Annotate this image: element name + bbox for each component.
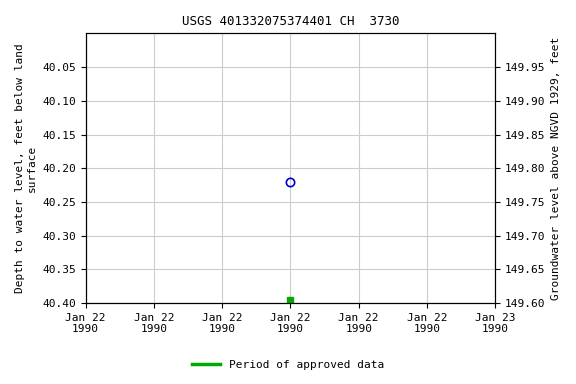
Title: USGS 401332075374401 CH  3730: USGS 401332075374401 CH 3730 bbox=[181, 15, 399, 28]
Y-axis label: Depth to water level, feet below land
surface: Depth to water level, feet below land su… bbox=[15, 43, 37, 293]
Legend: Period of approved data: Period of approved data bbox=[188, 356, 388, 375]
Y-axis label: Groundwater level above NGVD 1929, feet: Groundwater level above NGVD 1929, feet bbox=[551, 36, 561, 300]
